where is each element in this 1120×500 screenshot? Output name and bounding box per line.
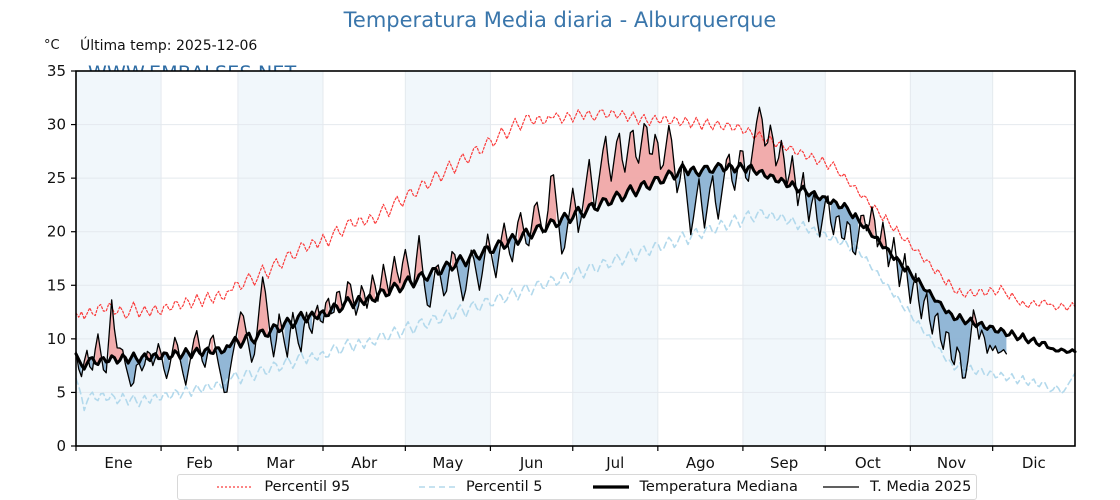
fill-above-median	[583, 159, 592, 217]
fill-below-median	[685, 163, 724, 235]
y-tick-label: 20	[47, 223, 66, 241]
x-tick-label-mar: Mar	[266, 454, 295, 472]
legend-percentil-5-swatch	[417, 478, 457, 497]
month-band	[76, 71, 162, 446]
legend-percentil-5[interactable]: Percentil 5	[387, 475, 572, 499]
legend-percentil-95-label: Percentil 95	[264, 479, 351, 495]
fill-below-median	[248, 333, 255, 363]
legend-percentil-95[interactable]: Percentil 95	[178, 475, 387, 499]
x-tick-label-ene: Ene	[104, 454, 132, 472]
fill-above-median	[95, 333, 101, 365]
y-tick-label: 15	[47, 276, 66, 294]
plot-frame	[75, 70, 1076, 447]
fill-below-median	[830, 200, 859, 255]
y-tick-label: 25	[47, 169, 66, 187]
y-tick-label: 30	[47, 116, 66, 134]
x-tick-label-sep: Sep	[770, 454, 798, 472]
legend-percentil-5-label: Percentil 5	[466, 479, 543, 495]
x-tick-label-jul: Jul	[605, 454, 624, 472]
y-axis-unit-label: °C	[44, 38, 60, 53]
fill-below-median	[918, 278, 971, 379]
fill-above-median	[751, 107, 796, 187]
fill-above-median	[501, 223, 507, 249]
legend-t-media-2025-swatch	[821, 478, 861, 497]
y-tick-label: 35	[47, 62, 66, 80]
y-tick-label: 10	[47, 330, 66, 348]
fill-above-median	[108, 299, 123, 364]
y-tick-label: 5	[56, 383, 66, 401]
month-band	[910, 71, 993, 446]
legend-temperatura-mediana[interactable]: Temperatura Mediana	[572, 475, 816, 499]
x-tick-label-dic: Dic	[1022, 454, 1046, 472]
x-tick-label-oct: Oct	[855, 454, 881, 472]
fill-below-median	[215, 337, 236, 393]
legend-t-media-2025-label: T. Media 2025	[869, 479, 972, 495]
y-tick-label: 0	[56, 437, 66, 455]
x-tick-label-ago: Ago	[686, 454, 715, 472]
chart-legend: Percentil 95 Percentil 5 Temperatura Media…	[177, 474, 977, 500]
legend-temperatura-mediana-label: Temperatura Mediana	[639, 479, 798, 495]
last-temp-label: Última temp: 2025-12-06	[80, 38, 258, 54]
x-tick-label-abr: Abr	[351, 454, 378, 472]
legend-t-media-2025[interactable]: T. Media 2025	[816, 475, 976, 499]
legend-temperatura-mediana-swatch	[591, 478, 631, 497]
series-percentil-5	[75, 208, 1076, 412]
fill-below-median	[270, 324, 277, 357]
series-percentil-95	[75, 109, 1076, 320]
fill-above-median	[257, 277, 269, 338]
page-title: Temperatura Media diaria - Alburquerque	[343, 8, 777, 32]
month-band	[237, 71, 324, 446]
x-tick-label-nov: Nov	[937, 454, 966, 472]
x-tick-label-jun: Jun	[519, 454, 543, 472]
x-tick-label-feb: Feb	[186, 454, 213, 472]
fill-below-median	[509, 234, 516, 262]
fill-above-median	[336, 281, 354, 312]
fill-above-median	[880, 222, 886, 248]
legend-percentil-95-swatch	[215, 478, 255, 497]
series-t-media-2025	[75, 106, 1008, 394]
fill-above-median	[210, 335, 214, 354]
fill-below-median	[806, 191, 826, 237]
x-tick-label-may: May	[432, 454, 463, 472]
fill-above-median	[545, 174, 557, 232]
